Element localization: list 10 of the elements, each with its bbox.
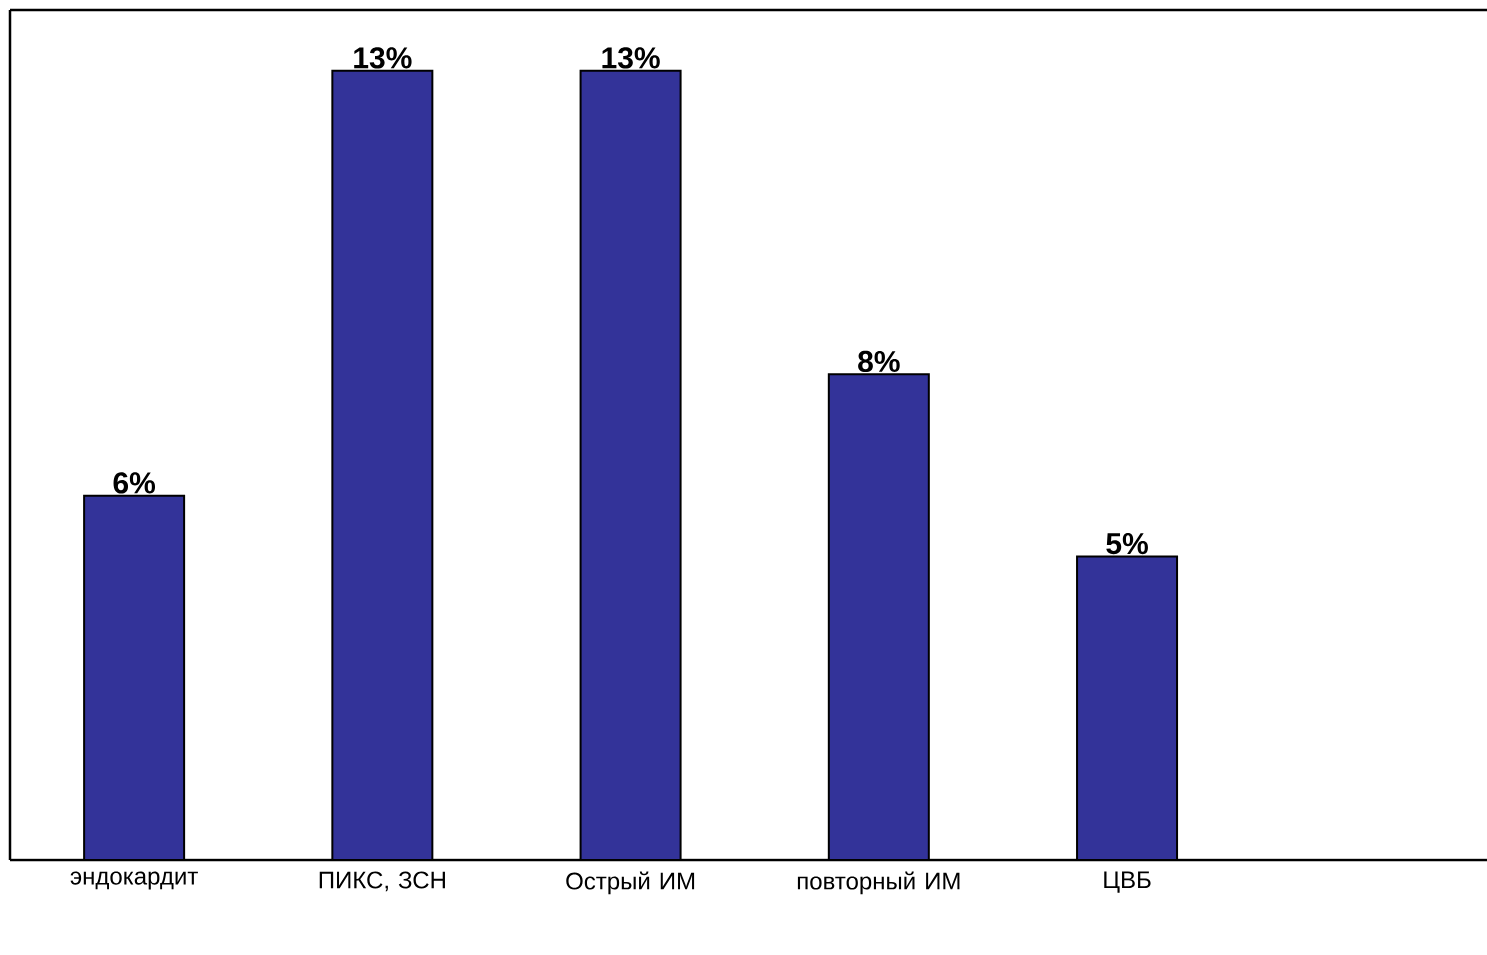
x-tick-label: эндокардит: [70, 871, 198, 890]
x-tick-label: повторный ИМ: [797, 871, 960, 895]
data-label: 5%: [1106, 533, 1148, 555]
x-tick-label: ПИКС, ЗСН: [319, 871, 445, 892]
x-tick-label: Острый ИМ: [566, 871, 695, 895]
data-label: 8%: [858, 350, 900, 373]
x-tick-label: ЦВБ: [1104, 871, 1151, 893]
data-label: 6%: [113, 472, 156, 494]
data-label: 13%: [354, 47, 412, 69]
data-label: 13%: [602, 47, 660, 69]
